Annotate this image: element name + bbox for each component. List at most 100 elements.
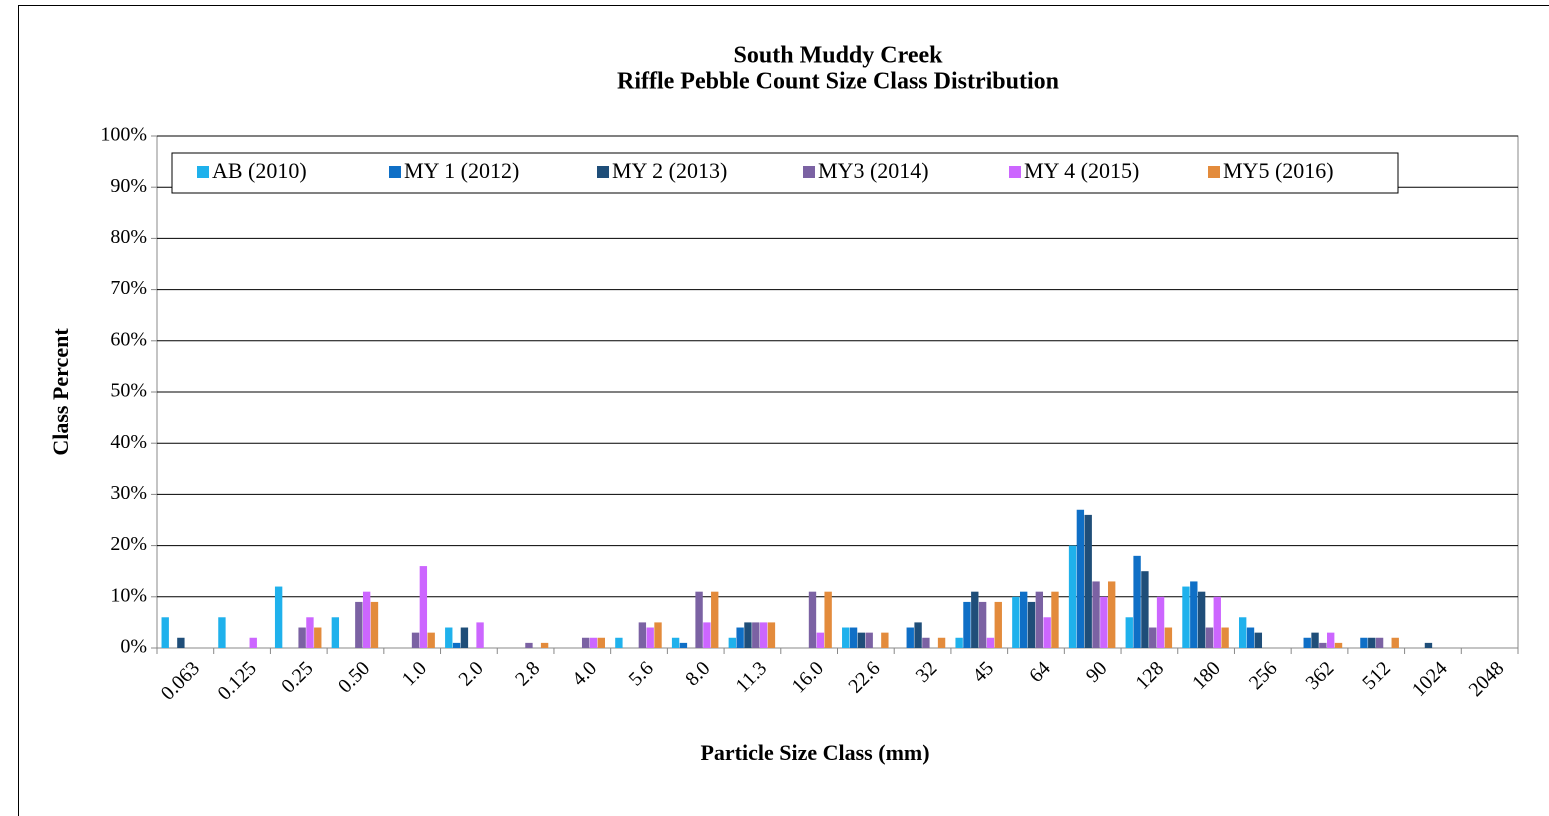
bar — [1334, 642, 1343, 648]
bar — [1012, 596, 1020, 648]
bar — [1149, 627, 1157, 648]
chart-subtitle: Riffle Pebble Count Size Class Distribut… — [617, 69, 1059, 95]
bar — [736, 627, 744, 648]
bar — [597, 637, 605, 648]
bar — [808, 591, 817, 648]
bar — [615, 637, 623, 648]
bar — [728, 637, 736, 648]
y-tick-label: 60% — [110, 328, 147, 350]
legend-swatch — [1009, 166, 1021, 178]
bar — [1246, 627, 1255, 648]
bar — [452, 642, 461, 648]
bar — [1019, 591, 1028, 648]
legend-label: MY5 (2016) — [1223, 158, 1334, 183]
legend-swatch — [197, 166, 209, 178]
y-axis-title: Class Percent — [48, 328, 73, 456]
bar — [355, 601, 363, 648]
bar — [540, 642, 549, 648]
bar — [1221, 627, 1229, 648]
bar — [161, 617, 169, 648]
bar — [1164, 627, 1173, 648]
legend-box — [171, 152, 1399, 194]
bar — [978, 601, 987, 648]
bar — [331, 617, 340, 648]
bar — [1360, 637, 1368, 648]
bar — [177, 637, 185, 648]
bar — [816, 632, 825, 648]
bar — [1197, 591, 1206, 648]
bar — [1319, 642, 1327, 648]
bar — [427, 632, 435, 648]
bar — [1076, 509, 1085, 648]
bar — [1133, 555, 1141, 648]
bar — [906, 627, 914, 648]
bar — [767, 622, 776, 648]
bar — [1182, 586, 1190, 648]
bar — [1107, 581, 1116, 648]
bar — [1213, 596, 1221, 648]
bar — [1205, 627, 1214, 648]
bar — [306, 617, 314, 648]
legend-label: MY 2 (2013) — [612, 158, 727, 183]
legend-label: MY 4 (2015) — [1024, 158, 1139, 183]
legend-swatch — [803, 166, 815, 178]
y-tick-label: 0% — [120, 636, 147, 658]
bar — [994, 601, 1002, 648]
bar — [955, 637, 963, 648]
chart-title: South Muddy Creek — [734, 43, 944, 69]
bar — [298, 627, 306, 648]
bar — [881, 632, 889, 648]
bar — [1043, 617, 1051, 648]
bar — [914, 622, 922, 648]
bar — [937, 637, 946, 648]
bar — [744, 622, 752, 648]
y-tick-label: 10% — [110, 584, 147, 606]
bar — [1092, 581, 1100, 648]
legend-swatch — [389, 166, 401, 178]
bar — [865, 632, 873, 648]
chart-frame — [18, 5, 1549, 816]
bar — [1238, 617, 1247, 648]
bar — [638, 622, 647, 648]
bar — [703, 622, 711, 648]
bar — [824, 591, 832, 648]
bar — [1141, 571, 1149, 648]
bar — [1424, 642, 1433, 648]
legend-label: AB (2010) — [212, 158, 307, 183]
bar — [476, 622, 484, 648]
bar — [581, 637, 590, 648]
bar — [1254, 632, 1263, 648]
bar — [589, 637, 598, 648]
legend-label: MY 1 (2012) — [404, 158, 519, 183]
bar — [849, 627, 858, 648]
bar — [1027, 601, 1036, 648]
bar — [1368, 637, 1376, 648]
y-tick-label: 20% — [110, 533, 147, 555]
bar — [1035, 591, 1044, 648]
bar — [752, 622, 760, 648]
bar — [1100, 596, 1108, 648]
bar — [922, 637, 930, 648]
bar — [1303, 637, 1311, 648]
bar — [1084, 514, 1092, 648]
bar — [857, 632, 866, 648]
bar — [249, 637, 257, 648]
bar — [654, 622, 662, 648]
bar — [711, 591, 719, 648]
bar — [445, 627, 453, 648]
bar — [1051, 591, 1059, 648]
bar — [370, 601, 379, 648]
bar — [679, 642, 688, 648]
bar — [362, 591, 371, 648]
bar — [1125, 617, 1133, 648]
bar — [274, 586, 283, 648]
legend-label: MY3 (2014) — [818, 158, 929, 183]
y-tick-label: 90% — [110, 175, 147, 197]
bar — [646, 627, 654, 648]
bar — [314, 627, 322, 648]
x-axis-title: Particle Size Class (mm) — [700, 740, 929, 765]
bar — [963, 601, 971, 648]
y-tick-label: 30% — [110, 482, 147, 504]
bar — [1391, 637, 1399, 648]
